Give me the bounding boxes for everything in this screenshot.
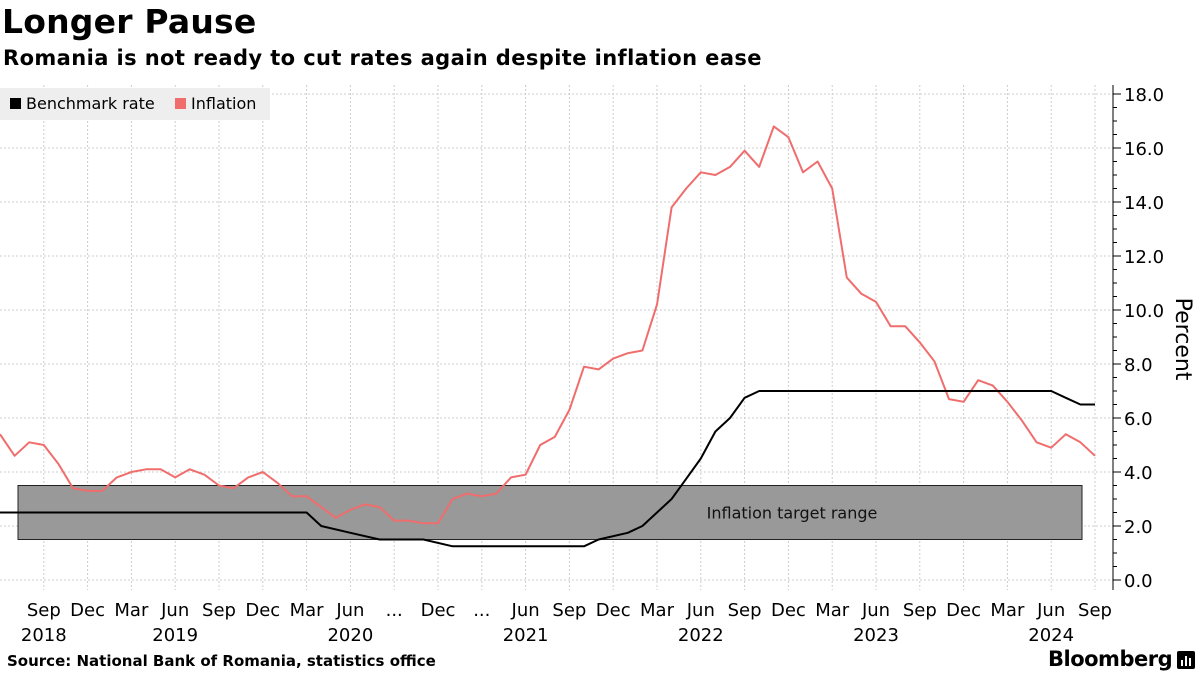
x-tick-label: Mar: [640, 600, 675, 621]
x-tick-label: Sep: [1078, 600, 1112, 621]
legend-label-benchmark: Benchmark rate: [26, 94, 155, 113]
x-tick-label: Jun: [1036, 600, 1065, 621]
benchmark-rate-line: [0, 390, 1095, 548]
x-tick-label: Sep: [552, 600, 586, 621]
y-tick-label: 6.0: [1124, 409, 1153, 430]
x-year-label: 2021: [503, 625, 549, 646]
x-tick-label: Dec: [245, 600, 280, 621]
x-tick-label: Jun: [511, 600, 540, 621]
x-tick-label: Dec: [596, 600, 631, 621]
x-tick-label: Dec: [70, 600, 105, 621]
x-tick-label: Jun: [160, 600, 189, 621]
x-year-label: 2019: [152, 625, 198, 646]
y-axis: 0.0 2.0 4.0 6.0 8.0 10.0 12.0 14.0 16.0 18.0: [1112, 85, 1164, 592]
y-tick-label: 12.0: [1124, 247, 1164, 268]
y-tick-label: 10.0: [1124, 301, 1164, 322]
page-title: Longer Pause: [2, 2, 257, 41]
y-axis-label: Percent: [1170, 298, 1195, 381]
inflation-line: [0, 125, 1096, 525]
x-tick-label: Dec: [946, 600, 981, 621]
legend: Benchmark rate Inflation: [0, 88, 270, 120]
x-tick-label: Dec: [421, 600, 456, 621]
y-tick-label: 4.0: [1124, 463, 1153, 484]
legend-item-inflation: Inflation: [175, 94, 256, 113]
legend-item-benchmark: Benchmark rate: [10, 94, 155, 113]
y-tick-label: 2.0: [1124, 517, 1153, 538]
x-tick-label: ...: [386, 600, 403, 621]
target-range-label: Inflation target range: [707, 504, 878, 523]
bloomberg-terminal-icon: [1177, 651, 1195, 669]
x-year-label: 2024: [1028, 625, 1074, 646]
x-tick-label: Jun: [335, 600, 364, 621]
x-tick-label: ...: [473, 600, 490, 621]
bloomberg-logo: Bloomberg: [1048, 647, 1173, 671]
x-tick-label: Jun: [686, 600, 715, 621]
x-tick-label: Sep: [903, 600, 937, 621]
x-year-label: 2020: [327, 625, 373, 646]
x-tick-label: Mar: [114, 600, 149, 621]
x-axis: Sep Dec Mar Jun Sep Dec Mar Jun... Dec... Jun Sep D…: [21, 600, 1112, 646]
x-year-label: 2022: [678, 625, 724, 646]
x-year-label: 2018: [21, 625, 67, 646]
x-tick-label: Jun: [861, 600, 890, 621]
x-tick-label: Mar: [990, 600, 1025, 621]
x-tick-label: Mar: [290, 600, 325, 621]
x-tick-label: Mar: [815, 600, 850, 621]
x-tick-label: Dec: [771, 600, 806, 621]
source-note: Source: National Bank of Romania, statis…: [7, 652, 436, 670]
x-tick-label: Sep: [27, 600, 61, 621]
series-layer: [0, 125, 1096, 548]
y-tick-label: 8.0: [1124, 355, 1153, 376]
y-tick-label: 18.0: [1124, 85, 1164, 106]
page-subtitle: Romania is not ready to cut rates again …: [3, 46, 762, 70]
y-tick-label: 0.0: [1124, 571, 1153, 592]
y-tick-label: 16.0: [1124, 139, 1164, 160]
x-tick-label: Sep: [728, 600, 762, 621]
legend-label-inflation: Inflation: [191, 94, 257, 113]
x-year-label: 2023: [853, 625, 899, 646]
y-tick-label: 14.0: [1124, 193, 1164, 214]
legend-swatch-inflation: [175, 98, 186, 109]
legend-swatch-benchmark: [10, 98, 21, 109]
x-tick-label: Sep: [202, 600, 236, 621]
